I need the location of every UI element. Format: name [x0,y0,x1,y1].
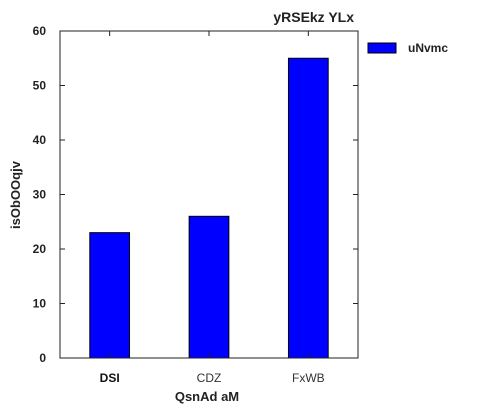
x-tick-label-dsi: DSI [100,371,120,385]
x-tick-label-fxwb: FxWB [292,371,325,385]
y-tick-label-40: 40 [33,133,47,147]
bars-group [89,57,329,359]
bar-fxwb [287,57,329,359]
legend: uNvmc [367,41,448,55]
y-axis-label: isObOOqjv [8,160,23,229]
x-axis-label: QsnAd aM [175,389,239,404]
y-axis-ticks: 0 10 20 30 40 50 60 [33,24,358,365]
legend-label: uNvmc [408,41,448,55]
chart-title: yRSEkz YLx [273,9,354,25]
y-tick-label-50: 50 [33,79,47,93]
y-tick-label-20: 20 [33,242,47,256]
y-tick-label-10: 10 [33,297,47,311]
y-tick-label-30: 30 [33,188,47,202]
x-axis-ticks: DSI CDZ FxWB [100,31,325,385]
bar-dsi [89,232,131,359]
y-tick-label-0: 0 [39,351,46,365]
x-tick-label-cdz: CDZ [197,371,222,385]
legend-swatch [367,42,397,54]
y-tick-label-60: 60 [33,24,47,38]
bar-cdz [188,215,230,359]
